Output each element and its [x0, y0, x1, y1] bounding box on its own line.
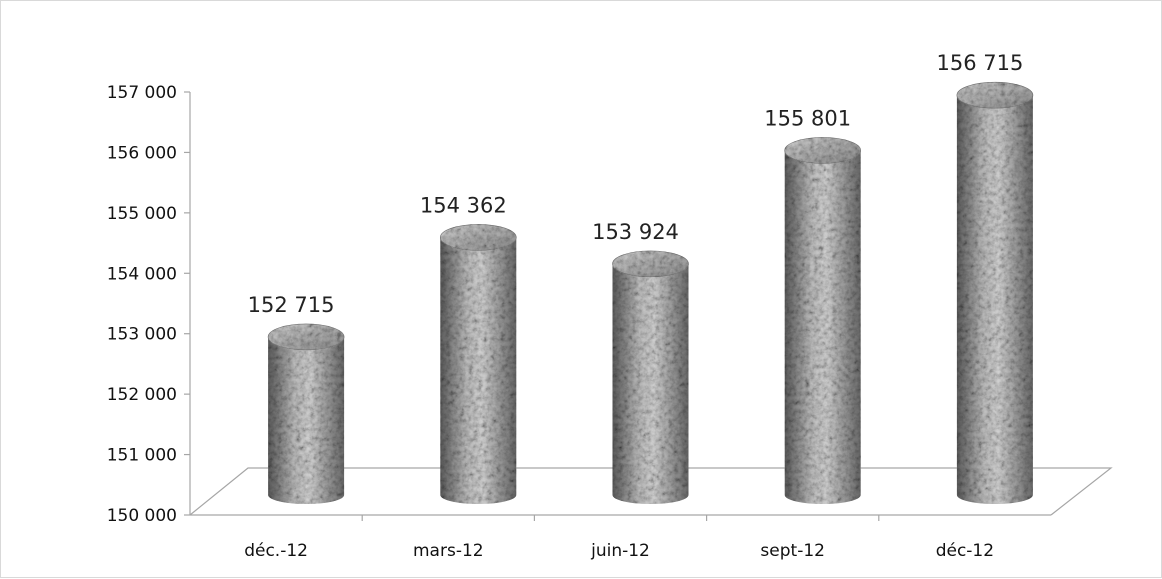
- x-tick-label: déc-12: [936, 541, 994, 561]
- bar-top: [956, 81, 1034, 109]
- y-tick-label: 153 000: [107, 325, 177, 345]
- y-tick-label: 157 000: [107, 83, 177, 103]
- y-tick-label: 156 000: [107, 143, 177, 163]
- bar: [267, 323, 345, 504]
- bar-top: [439, 224, 517, 251]
- bar-top: [267, 323, 345, 351]
- y-tick-label: 152 000: [107, 385, 177, 405]
- bar: [612, 250, 689, 504]
- bar-body: [268, 336, 345, 504]
- bar-body: [784, 150, 861, 504]
- bar: [439, 224, 517, 504]
- data-label: 152 715: [248, 293, 335, 317]
- bar-top: [612, 250, 689, 278]
- x-tick-label: mars-12: [413, 541, 484, 561]
- y-axis: 150 000 151 000 152 000 153 000 154 000 155 0…: [107, 83, 1051, 526]
- bar-body: [612, 263, 689, 504]
- data-label: 156 715: [936, 51, 1023, 75]
- x-tick-label: sept-12: [760, 541, 825, 561]
- y-tick-label: 155 000: [107, 204, 177, 224]
- bars: [267, 81, 1034, 505]
- bar-top: [784, 137, 862, 164]
- y-tick-label: 150 000: [107, 506, 177, 526]
- bar-body: [956, 95, 1033, 505]
- bar-body: [440, 237, 517, 504]
- x-tick-label: déc.-12: [244, 541, 308, 561]
- data-label: 153 924: [592, 220, 679, 244]
- data-label: 154 362: [420, 193, 507, 217]
- labels: 152 715 déc.-12 154 362 mars-12 153 924 juin-…: [244, 51, 1023, 561]
- x-tick-label: juin-12: [590, 541, 650, 561]
- bar: [956, 81, 1034, 505]
- y-tick-label: 154 000: [107, 264, 177, 284]
- data-label: 155 801: [764, 106, 851, 130]
- bar: [784, 137, 862, 504]
- y-tick-label: 151 000: [107, 446, 177, 466]
